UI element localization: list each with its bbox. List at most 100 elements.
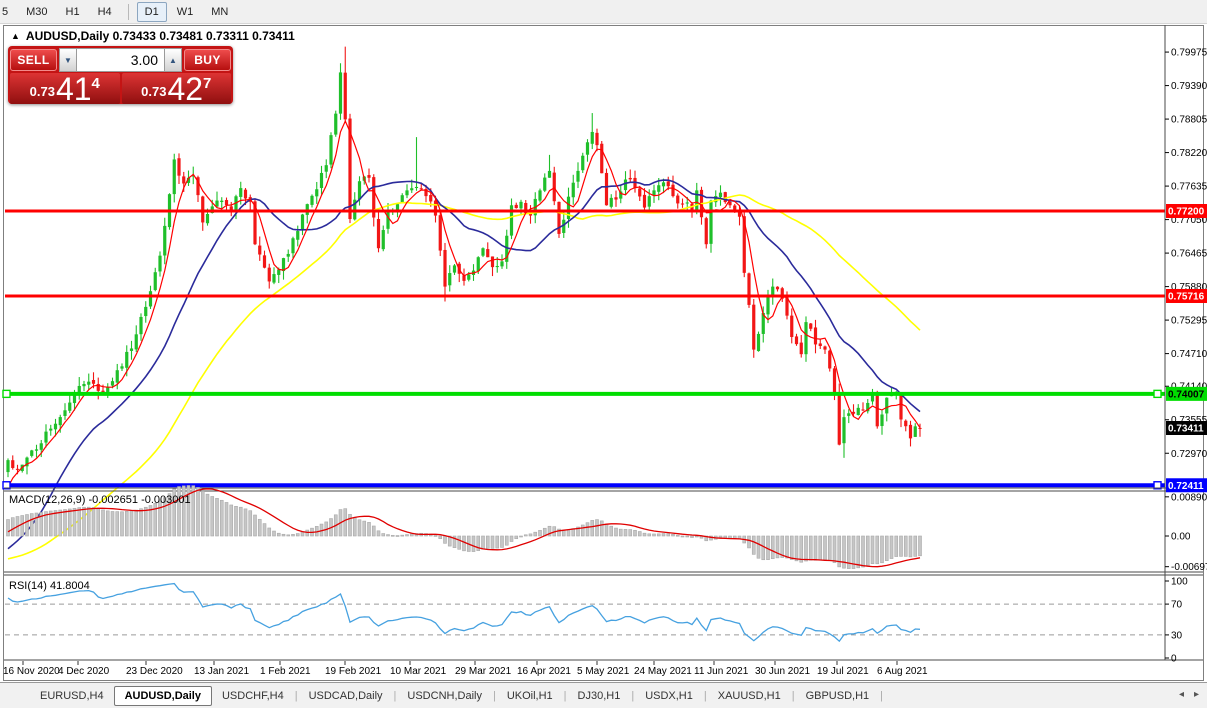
timeframe-button-H1[interactable]: H1 [65,5,80,18]
candles-layer [6,46,922,478]
candle [880,414,884,427]
candle [771,286,775,298]
macd-tick-label: -0.006973 [1171,562,1207,573]
symbol-ohlc-text: AUDUSD,Daily 0.73433 0.73481 0.73311 0.7… [25,29,295,43]
chart-tab-USDCAD-Daily[interactable]: USDCAD,Daily [308,689,383,702]
candle [153,272,157,291]
candle [680,203,685,205]
chart-tab-DJ30-H1[interactable]: DJ30,H1 [577,689,621,702]
macd-bar [67,508,72,537]
macd-bar [196,487,200,537]
macd-bar [495,535,500,549]
timeframe-button-D1[interactable]: D1 [136,1,167,22]
ma-line-period-5 [7,119,921,488]
candle [756,333,761,352]
chart-tab-USDCNH-Daily[interactable]: USDCNH,Daily [407,689,482,702]
macd-bar [609,525,614,537]
volume-input[interactable] [77,48,164,72]
hline-handle[interactable] [1153,389,1162,399]
timeframe-button-W1[interactable]: W1 [176,5,194,18]
hline-handle[interactable] [2,481,11,490]
macd-bar [770,535,775,560]
candle [918,427,922,429]
tab-scroll-right-icon[interactable]: ▸ [1193,689,1199,700]
timeframe-button-MN[interactable]: MN [211,5,229,18]
price-tag [1166,478,1207,493]
candle [115,370,119,383]
chart-tab-EURUSD-H4[interactable]: EURUSD,H4 [40,689,104,702]
candle [281,258,286,272]
hline-handle[interactable] [1153,481,1162,490]
candle [134,334,138,350]
candle [262,255,267,268]
candle [372,177,376,218]
macd-bar [200,490,205,537]
symbol-marker-icon: ▲ [11,31,20,41]
candle [742,216,746,273]
macd-bar [186,485,191,537]
tab-separator: | [563,689,567,702]
chart-tab-XAUUSD-H1[interactable]: XAUUSD,H1 [717,689,781,702]
macd-bar [585,522,590,537]
candle [234,196,238,212]
tab-scroll-left-icon[interactable]: ◂ [1178,689,1184,700]
date-label: 19 Feb 2021 [325,666,382,677]
candle [676,195,680,204]
candle [619,191,623,199]
macd-bar [53,510,58,537]
candle [376,219,381,249]
sell-button[interactable]: SELL [10,49,57,71]
timeframe-button-H4[interactable]: H4 [97,5,112,18]
candle [172,159,176,195]
macd-bar [234,506,238,537]
macd-bar [500,535,504,548]
candle [367,175,371,178]
candle [514,204,518,209]
toolbar-separator [127,3,129,20]
chart-tab-UKOil-H1[interactable]: UKOil,H1 [506,689,553,702]
candle [685,202,689,204]
chart-tab-GBPUSD-H1[interactable]: GBPUSD,H1 [805,689,870,702]
candle [329,135,333,165]
volume-decrease-button[interactable]: ▼ [59,48,77,72]
macd-bar [808,535,813,561]
candle [505,235,509,262]
candle [657,185,661,192]
candle [495,265,499,268]
timeframe-button-M30[interactable]: M30 [26,5,48,18]
macd-bar [443,535,447,544]
volume-increase-button[interactable]: ▲ [164,48,182,72]
macd-bar [647,533,652,537]
price-tick-label: 0.79975 [1171,48,1207,59]
macd-bar [832,535,837,563]
buy-button[interactable]: BUY [184,49,231,71]
macd-bar [367,522,371,537]
candle [562,219,566,233]
candle [913,426,917,437]
candle [614,197,618,200]
candle [547,170,552,178]
macd-bar [903,535,908,557]
macd-bar [205,493,210,537]
chart-tab-USDX-H1[interactable]: USDX,H1 [645,689,693,702]
macd-bar [210,496,215,537]
candle [148,291,153,307]
candle [291,238,295,254]
candle [448,273,452,286]
macd-bar [675,534,680,537]
candle [205,213,210,224]
candle [348,118,352,220]
rsi-line [7,582,921,643]
macd-bar [509,535,514,542]
hline-handle[interactable] [2,389,11,399]
candle [258,245,262,255]
timeframe-button-5[interactable]: 5 [2,5,9,18]
candle [286,253,290,257]
chart-tab-AUDUSD-Daily[interactable]: AUDUSD,Daily [113,685,212,706]
macd-bar [490,535,495,549]
candle [714,196,718,203]
macd-bar [191,485,196,537]
chart-tab-USDCHF-H4[interactable]: USDCHF,H4 [221,689,284,702]
macd-tick-label: 0.00 [1171,532,1191,543]
timeframe-toolbar: 5 M30 H1 H4 D1 W1 MN [0,0,1207,24]
